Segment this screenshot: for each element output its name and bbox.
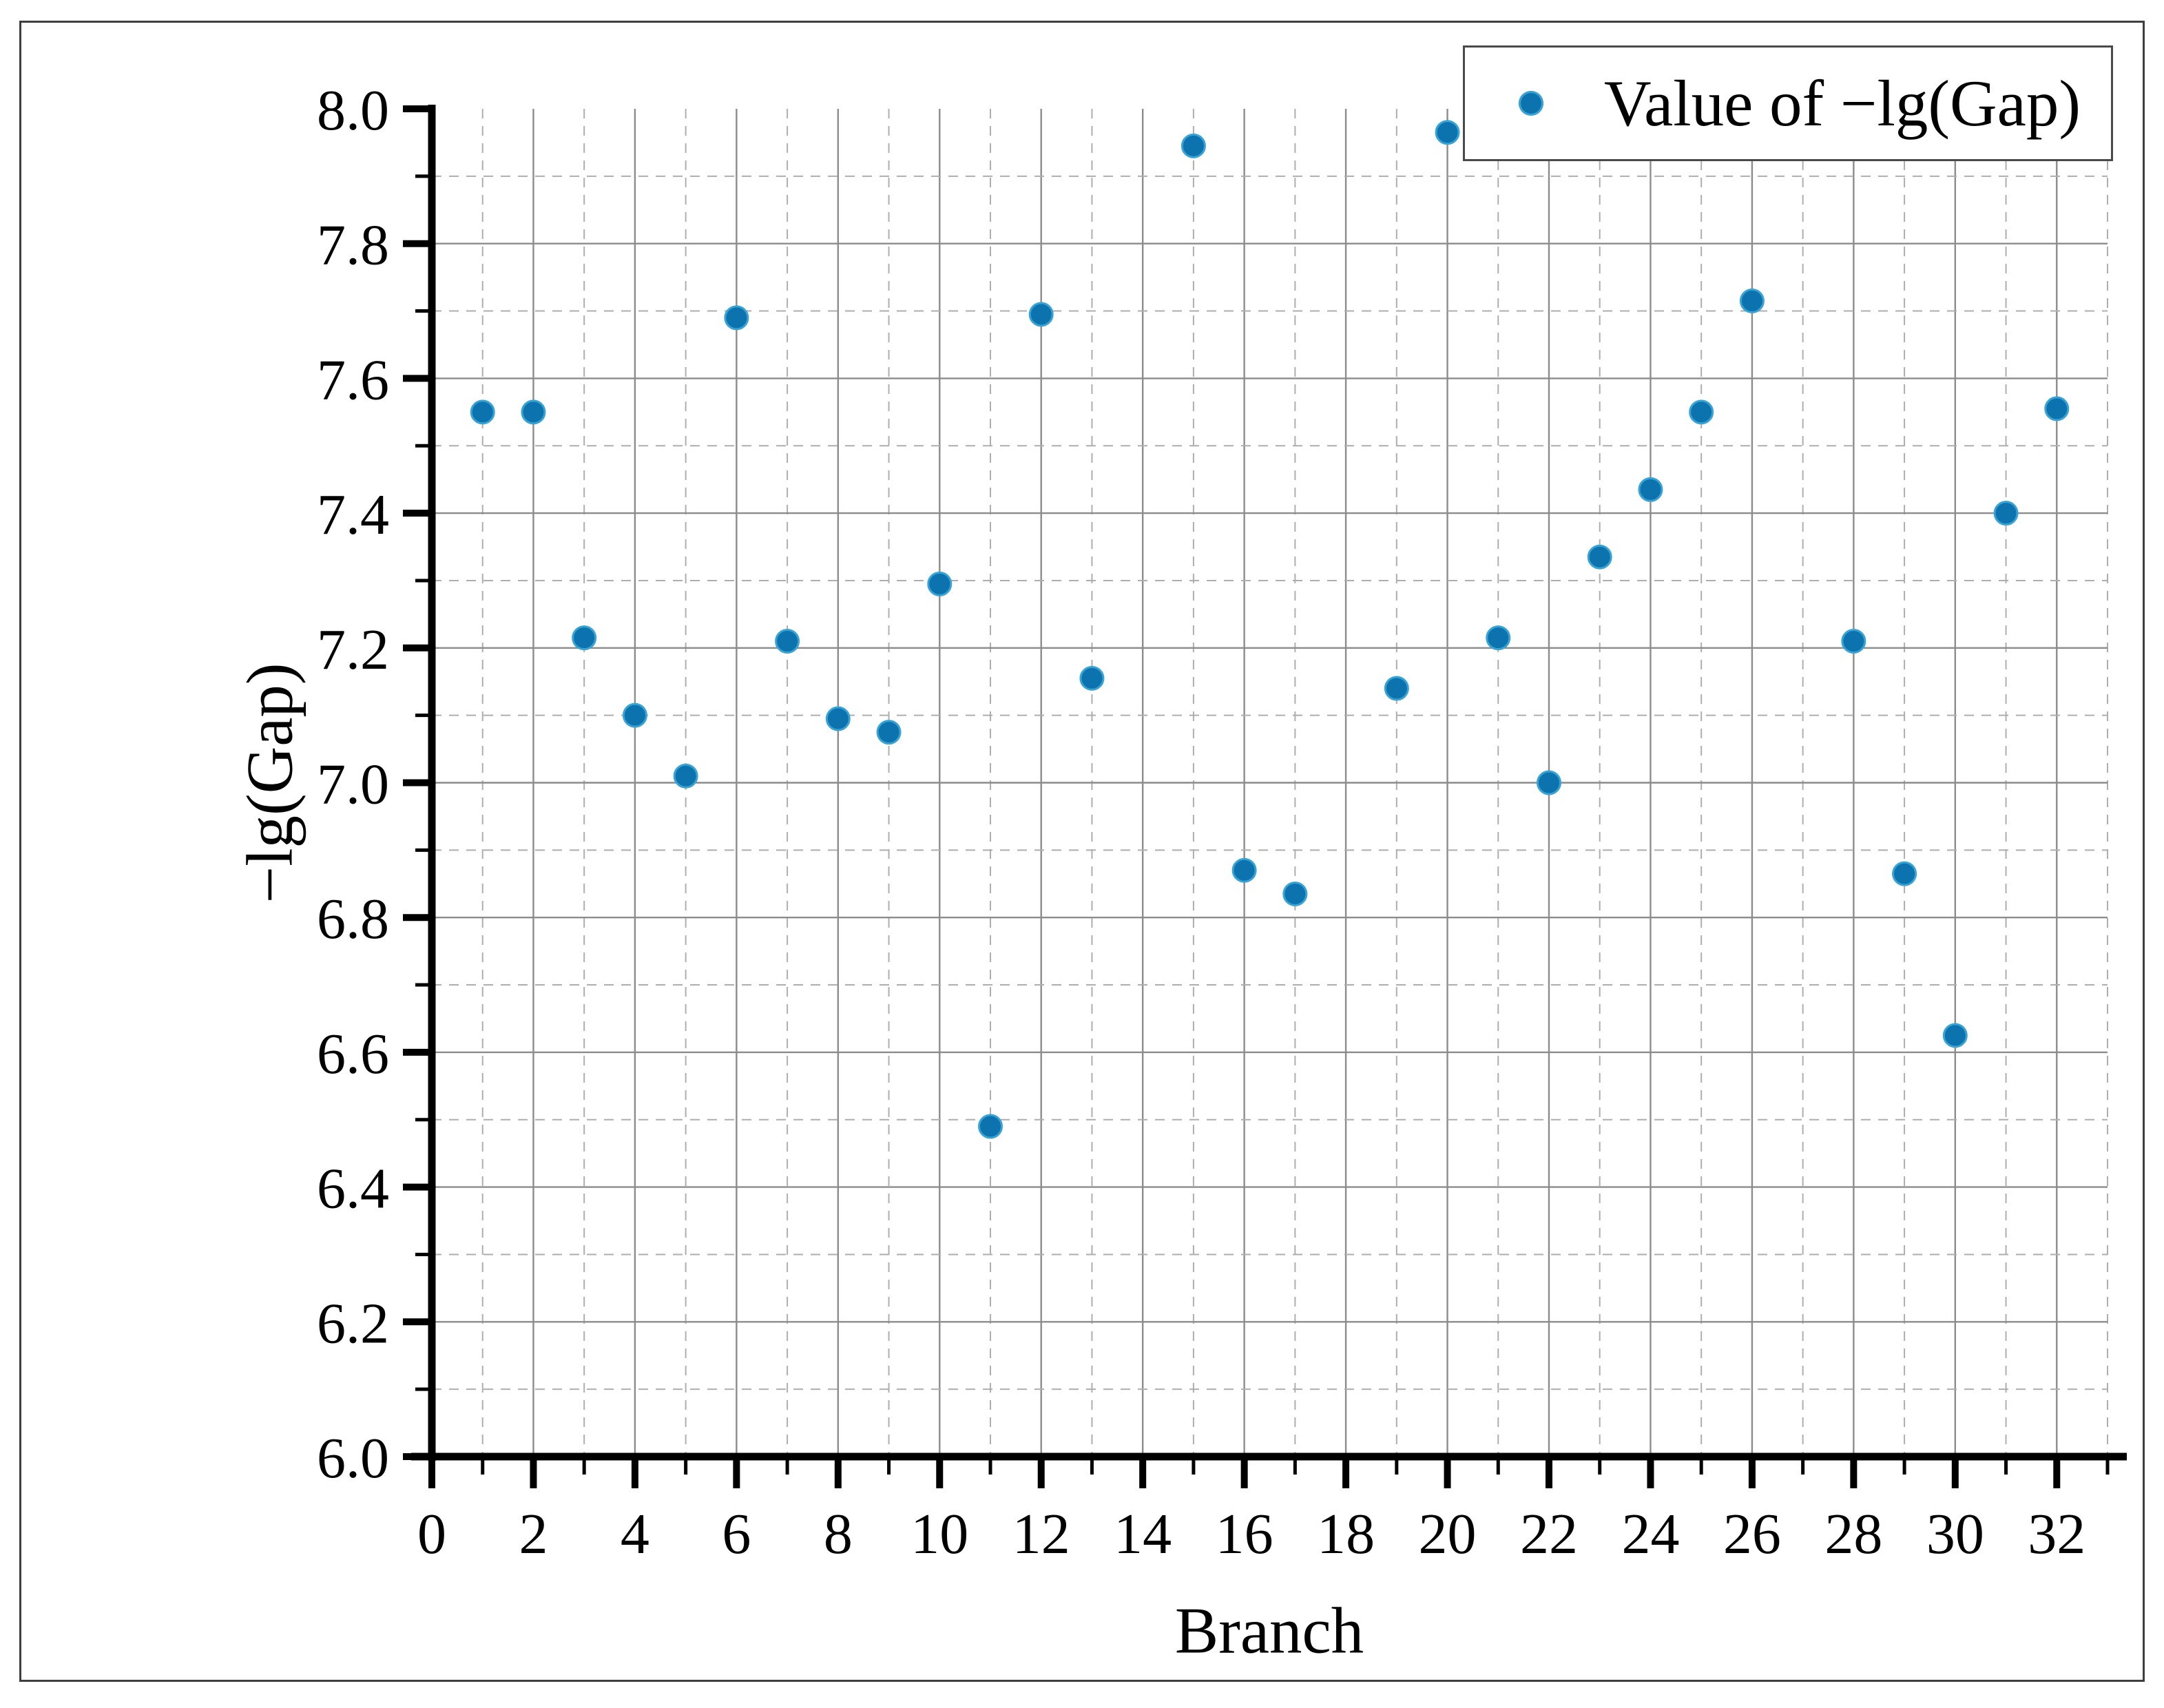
y-tick-label: 6.2 <box>317 1291 389 1355</box>
data-point <box>1028 302 1054 327</box>
x-tick-label: 12 <box>1012 1502 1070 1566</box>
x-tick-label: 10 <box>911 1502 968 1566</box>
y-axis-title: −lg(Gap) <box>233 663 306 904</box>
x-tick-label: 20 <box>1419 1502 1477 1566</box>
data-point <box>1537 770 1561 795</box>
data-point <box>673 763 698 789</box>
data-point <box>1689 399 1714 425</box>
y-tick-label: 7.2 <box>317 618 389 682</box>
x-tick-label: 14 <box>1114 1502 1172 1566</box>
y-tick-label: 7.8 <box>317 214 389 278</box>
data-point <box>1435 120 1460 145</box>
x-tick-label: 22 <box>1520 1502 1578 1566</box>
legend-label: Value of −lg(Gap) <box>1604 66 2081 140</box>
y-tick-label: 7.4 <box>317 483 389 547</box>
data-point <box>1638 477 1663 502</box>
x-tick-label: 26 <box>1723 1502 1781 1566</box>
data-point <box>622 702 647 728</box>
data-point <box>1079 665 1105 691</box>
data-point <box>572 625 597 651</box>
data-point <box>1486 625 1511 651</box>
data-point <box>825 706 851 731</box>
y-tick-label: 6.8 <box>317 887 389 951</box>
x-tick-label: 16 <box>1216 1502 1273 1566</box>
data-point <box>2044 396 2070 421</box>
data-point <box>724 305 749 331</box>
legend: Value of −lg(Gap) <box>1463 45 2113 161</box>
data-point <box>978 1114 1003 1139</box>
data-point <box>775 629 800 654</box>
data-point <box>1384 676 1409 701</box>
data-point <box>1231 857 1257 883</box>
data-point <box>470 399 495 425</box>
x-tick-label: 18 <box>1317 1502 1375 1566</box>
y-tick-label: 8.0 <box>317 79 389 143</box>
y-tick-label: 7.0 <box>317 753 389 817</box>
x-tick-label: 30 <box>1926 1502 1984 1566</box>
data-point <box>876 720 902 745</box>
y-tick-label: 6.0 <box>317 1426 389 1490</box>
data-point <box>1993 501 2019 526</box>
x-tick-label: 32 <box>2028 1502 2085 1566</box>
x-tick-label: 0 <box>417 1502 446 1566</box>
x-tick-label: 4 <box>621 1502 649 1566</box>
data-point <box>1841 629 1866 654</box>
data-point <box>1892 861 1917 886</box>
legend-marker-icon <box>1519 91 1543 116</box>
x-tick-label: 28 <box>1824 1502 1882 1566</box>
data-point <box>1282 881 1308 906</box>
data-point <box>927 571 953 596</box>
x-tick-label: 6 <box>722 1502 751 1566</box>
data-point <box>521 399 546 425</box>
data-point <box>1739 288 1765 313</box>
y-tick-label: 6.4 <box>317 1157 389 1221</box>
x-tick-label: 24 <box>1621 1502 1679 1566</box>
x-tick-label: 8 <box>824 1502 853 1566</box>
y-tick-label: 7.6 <box>317 348 389 412</box>
data-point <box>1180 133 1206 158</box>
x-tick-label: 2 <box>519 1502 548 1566</box>
y-tick-label: 6.6 <box>317 1022 389 1086</box>
x-axis-title: Branch <box>1174 1594 1364 1667</box>
data-point <box>1942 1023 1968 1048</box>
data-point <box>1587 544 1612 570</box>
